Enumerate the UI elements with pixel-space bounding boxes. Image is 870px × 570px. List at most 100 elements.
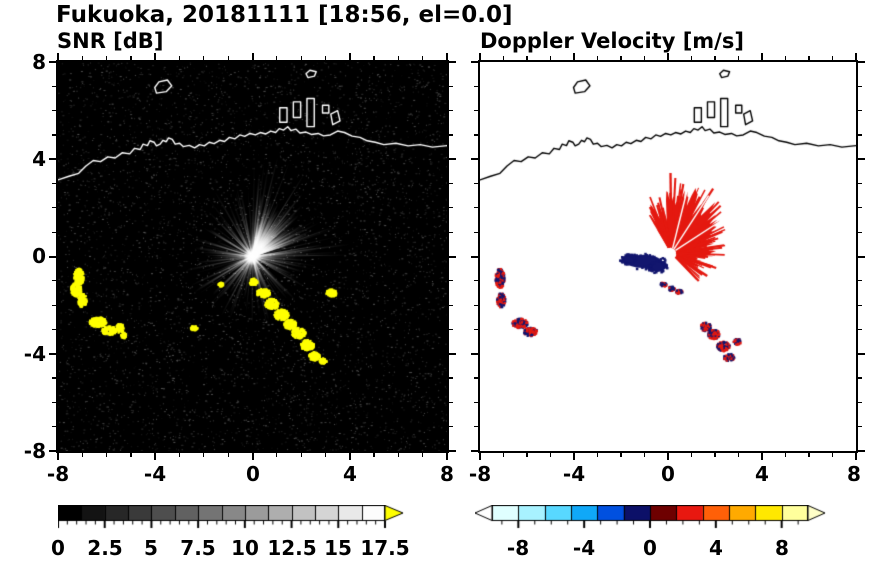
axis-tick xyxy=(858,134,862,136)
x-tick-label: -4 xyxy=(143,462,167,486)
axis-tick xyxy=(57,453,59,460)
axis-tick xyxy=(52,134,56,136)
axis-tick xyxy=(449,207,453,209)
doppler-colorbar xyxy=(475,505,826,531)
axis-tick xyxy=(831,56,834,60)
axis-tick xyxy=(348,53,351,60)
axis-tick xyxy=(52,401,56,403)
axis-tick xyxy=(81,453,83,457)
doppler-colorbar-label: -4 xyxy=(572,536,596,560)
doppler-colorbar-label: 4 xyxy=(709,536,723,560)
axis-tick xyxy=(154,53,157,60)
axis-tick xyxy=(106,56,108,60)
axis-tick xyxy=(449,352,456,355)
axis-tick xyxy=(474,182,478,185)
axis-tick xyxy=(858,426,862,428)
snr-colorbar-label: 2.5 xyxy=(87,536,123,560)
axis-tick xyxy=(784,56,787,60)
axis-tick xyxy=(474,328,478,331)
axis-tick xyxy=(130,453,132,457)
axis-tick xyxy=(502,56,505,60)
axis-tick xyxy=(106,453,108,457)
axis-tick xyxy=(251,453,254,460)
axis-tick xyxy=(324,453,327,457)
axis-tick xyxy=(49,255,56,258)
x-tick-label: 8 xyxy=(847,462,861,486)
axis-tick xyxy=(178,453,181,457)
axis-tick xyxy=(643,453,646,457)
axis-tick xyxy=(714,453,716,457)
snr-colorbar-label: 12.5 xyxy=(267,536,317,560)
doppler-panel-title: Doppler Velocity [m/s] xyxy=(480,29,744,53)
axis-tick xyxy=(471,255,478,258)
axis-tick xyxy=(49,61,56,63)
axis-tick xyxy=(737,56,740,60)
axis-tick xyxy=(858,158,865,161)
axis-tick xyxy=(573,453,575,460)
axis-tick xyxy=(449,85,453,87)
axis-tick xyxy=(446,53,448,60)
snr-plot-frame xyxy=(49,53,456,460)
snr-colorbar-label: 17.5 xyxy=(360,536,410,560)
x-tick-label: -8 xyxy=(46,462,70,486)
axis-tick xyxy=(858,110,862,112)
axis-tick xyxy=(855,453,857,460)
axis-tick xyxy=(474,110,478,112)
axis-tick xyxy=(52,110,56,112)
axis-tick xyxy=(276,56,278,60)
axis-tick xyxy=(479,53,481,60)
axis-tick xyxy=(858,255,865,258)
axis-tick xyxy=(373,56,375,60)
axis-tick xyxy=(761,53,763,60)
axis-tick xyxy=(858,352,865,355)
axis-tick xyxy=(808,56,810,60)
axis-tick xyxy=(808,453,810,457)
axis-tick xyxy=(643,56,646,60)
doppler-colorbar-label: -8 xyxy=(506,536,530,560)
axis-tick xyxy=(52,377,56,379)
axis-tick xyxy=(449,158,456,161)
axis-tick xyxy=(49,158,56,161)
axis-tick xyxy=(858,280,862,282)
axis-tick xyxy=(52,328,56,331)
axis-tick xyxy=(573,53,575,60)
x-tick-label: -4 xyxy=(562,462,586,486)
axis-tick xyxy=(620,56,622,60)
axis-tick xyxy=(479,453,481,460)
axis-tick xyxy=(324,56,327,60)
axis-tick xyxy=(276,453,278,457)
x-tick-label: 8 xyxy=(440,462,454,486)
axis-tick xyxy=(449,450,456,452)
x-tick-label: 0 xyxy=(246,462,260,486)
axis-tick xyxy=(449,328,453,331)
axis-tick xyxy=(526,56,528,60)
axis-tick xyxy=(474,280,478,282)
axis-tick xyxy=(502,453,505,457)
y-tick-label: -8 xyxy=(23,439,46,463)
axis-tick xyxy=(667,53,669,60)
axis-tick xyxy=(52,231,56,233)
axis-tick xyxy=(52,182,56,185)
axis-tick xyxy=(549,453,552,457)
axis-tick xyxy=(474,85,478,87)
axis-tick xyxy=(49,352,56,355)
axis-tick xyxy=(178,56,181,60)
axis-tick xyxy=(858,61,865,63)
axis-tick xyxy=(154,453,157,460)
axis-tick xyxy=(858,377,862,379)
snr-colorbar-label: 0 xyxy=(51,536,65,560)
axis-tick xyxy=(761,453,763,460)
y-tick-label: 4 xyxy=(32,147,46,171)
axis-tick xyxy=(596,56,599,60)
axis-tick xyxy=(397,56,399,60)
y-tick-label: 0 xyxy=(32,244,46,268)
axis-tick xyxy=(471,450,478,452)
axis-tick xyxy=(784,453,787,457)
axis-tick xyxy=(57,53,59,60)
axis-tick xyxy=(449,134,453,136)
axis-tick xyxy=(549,56,552,60)
axis-tick xyxy=(422,453,424,457)
axis-tick xyxy=(203,453,205,457)
axis-tick xyxy=(130,56,132,60)
